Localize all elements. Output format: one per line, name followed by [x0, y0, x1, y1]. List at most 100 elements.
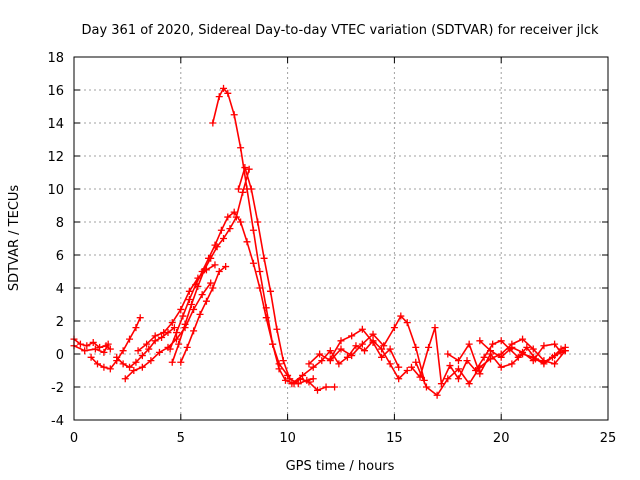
data-point [281, 376, 289, 384]
data-point [209, 119, 217, 127]
data-point [249, 259, 257, 267]
series-trace [171, 168, 250, 364]
y-tick-label: 10 [47, 183, 64, 198]
data-point [322, 383, 330, 391]
data-point [241, 164, 249, 172]
data-point [497, 337, 505, 345]
data-point [288, 380, 296, 388]
data-point [444, 350, 452, 358]
data-point [335, 360, 343, 368]
series-trace [291, 340, 408, 385]
data-point [314, 386, 322, 394]
data-point [138, 363, 146, 371]
data-point [497, 363, 505, 371]
data-point [489, 340, 497, 348]
data-point [119, 360, 127, 368]
data-point [331, 383, 339, 391]
data-point [465, 340, 473, 348]
series-sat-b [70, 340, 112, 356]
data-point [303, 376, 311, 384]
data-point [237, 144, 245, 152]
data-point [83, 342, 91, 350]
data-point [190, 327, 198, 335]
data-point [222, 263, 230, 271]
data-point [529, 345, 537, 353]
data-point [211, 261, 219, 269]
data-point [395, 375, 403, 383]
data-point [318, 357, 326, 365]
data-point [196, 310, 204, 318]
data-point [403, 367, 411, 374]
data-point [155, 348, 163, 356]
data-point [348, 332, 356, 340]
data-point [132, 358, 140, 366]
data-point [224, 213, 232, 221]
data-point [390, 324, 398, 332]
series-trace [329, 328, 400, 368]
data-point [551, 360, 559, 368]
data-point [412, 358, 420, 366]
data-point [431, 324, 439, 332]
data-point [508, 343, 516, 351]
data-point [106, 365, 114, 373]
data-point [444, 375, 452, 383]
data-point [446, 362, 454, 370]
series-sat-d [113, 324, 178, 371]
series-trace [237, 166, 314, 385]
data-point [358, 340, 366, 348]
data-point [215, 93, 223, 101]
data-point [454, 375, 462, 383]
data-point [480, 353, 488, 361]
data-point [529, 357, 537, 365]
data-point [170, 324, 178, 332]
x-tick-label: 15 [386, 431, 403, 446]
data-point [316, 350, 324, 358]
data-point [267, 287, 275, 295]
data-point [476, 337, 484, 345]
data-point [113, 353, 121, 361]
x-tick-label: 20 [493, 431, 510, 446]
data-point [194, 282, 202, 290]
data-point [422, 383, 430, 391]
data-point [151, 332, 159, 340]
data-point [309, 375, 317, 383]
data-point [106, 345, 114, 353]
y-tick-label: 12 [47, 150, 64, 165]
y-tick-label: 2 [56, 315, 64, 330]
series-trace [180, 265, 227, 364]
y-tick-label: 16 [47, 84, 64, 99]
x-axis-label: GPS time / hours [286, 459, 395, 474]
data-point [299, 371, 307, 379]
series-sat-o [407, 324, 569, 388]
data-point [465, 380, 473, 388]
data-point [369, 330, 377, 338]
data-point [348, 352, 356, 360]
data-point [260, 254, 268, 262]
data-point [454, 365, 462, 373]
y-tick-label: -4 [51, 414, 64, 429]
y-tick-label: 14 [47, 117, 64, 132]
data-point [561, 347, 569, 355]
data-point [540, 358, 548, 366]
data-point [497, 353, 505, 361]
data-point [403, 319, 411, 327]
data-point [262, 304, 270, 312]
y-tick-label: 18 [47, 51, 64, 66]
x-tick-label: 0 [70, 431, 78, 446]
data-point [294, 380, 302, 388]
data-point [343, 353, 351, 361]
data-point [337, 345, 345, 353]
series-trace [447, 343, 567, 375]
data-point [309, 363, 317, 371]
plot-frame [73, 56, 609, 421]
data-point [96, 343, 104, 351]
data-point [93, 360, 101, 368]
data-point [232, 213, 240, 221]
data-point [425, 343, 433, 351]
data-point [177, 358, 185, 366]
axis-ticks: 0 5 10 15 20 25 -4 -2 0 2 4 6 8 10 12 14 16 18 [47, 51, 616, 446]
series-sat-i [177, 263, 230, 366]
data-point [209, 284, 217, 292]
data-point [386, 345, 394, 353]
data-point [269, 340, 277, 348]
